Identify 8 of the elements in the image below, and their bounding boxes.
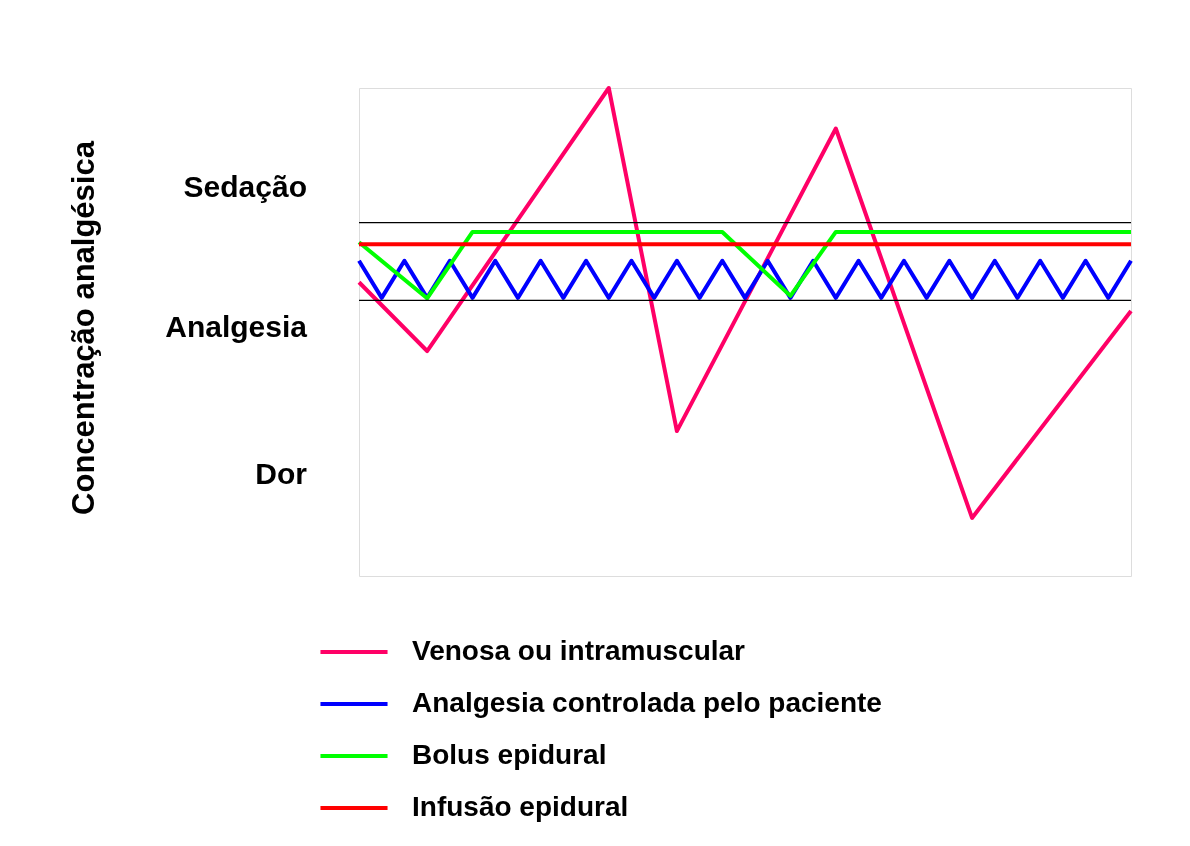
legend-label: Infusão epidural <box>412 791 629 822</box>
legend-label: Analgesia controlada pelo paciente <box>412 687 882 718</box>
legend-label: Venosa ou intramuscular <box>412 635 746 666</box>
legend-label: Bolus epidural <box>412 739 607 770</box>
text: Sedação <box>183 170 307 203</box>
text: Concentração analgésica <box>66 140 101 515</box>
text: Analgesia <box>165 310 308 343</box>
text: Dor <box>255 457 308 490</box>
